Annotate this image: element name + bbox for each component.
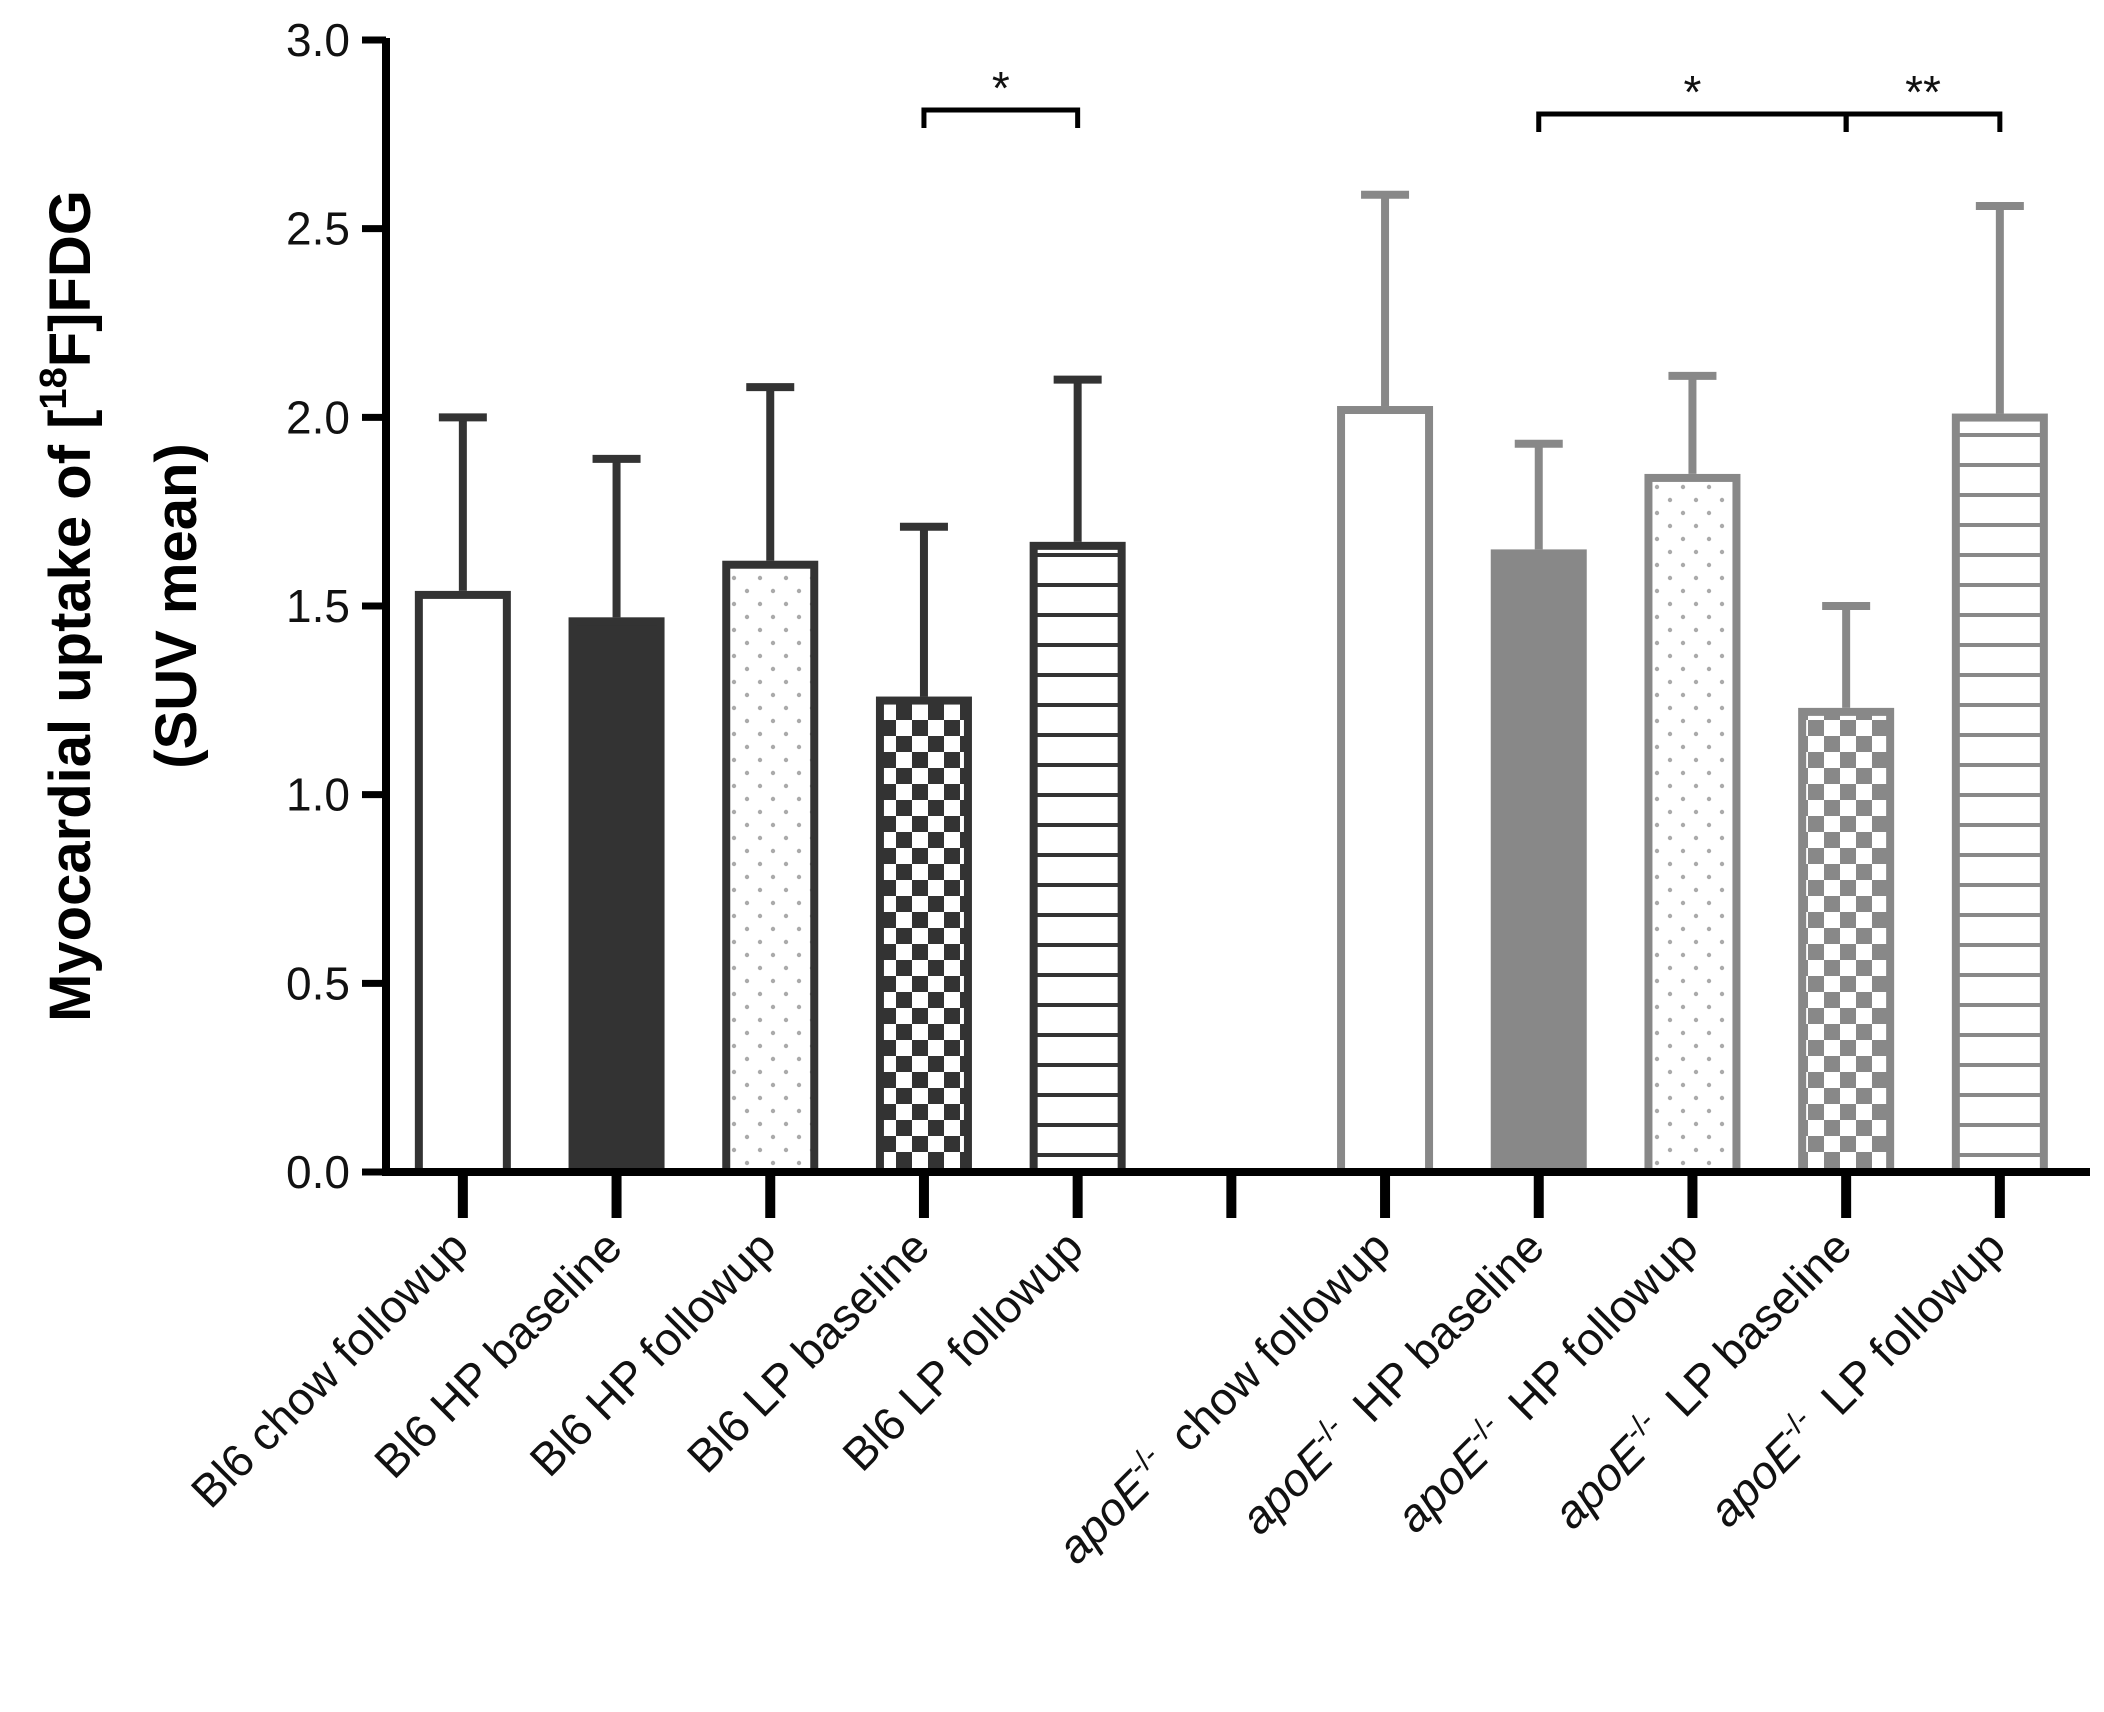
x-category-label: apoE-/- LP baseline — [1542, 1219, 1862, 1539]
y-tick-label: 3.0 — [286, 14, 350, 66]
y-axis-label-line2: (SUV mean) — [144, 443, 209, 769]
bar-bl6-chow-followup — [414, 590, 511, 1176]
bar-apoe-lp-baseline — [1798, 707, 1895, 1176]
y-tick-label: 1.5 — [286, 580, 350, 632]
y-tick-label: 2.0 — [286, 391, 350, 443]
significance-label: * — [1683, 66, 1701, 118]
x-category-label: apoE-/- HP baseline — [1229, 1219, 1554, 1544]
significance-label: * — [992, 62, 1010, 114]
bar-apoe-hp-baseline — [1490, 549, 1587, 1176]
svg-text:apoE-/- HP followup: apoE-/- HP followup — [1384, 1219, 1707, 1542]
x-category-label: apoE-/- HP followup — [1384, 1219, 1708, 1542]
bars-layer — [414, 406, 2048, 1177]
svg-text:apoE-/- LP baseline: apoE-/- LP baseline — [1542, 1219, 1862, 1539]
bar-bl6-hp-followup — [722, 560, 819, 1176]
error-bars-layer — [438, 190, 2024, 708]
bar-apoe-chow-followup — [1337, 406, 1434, 1177]
significance-label: ** — [1905, 66, 1941, 118]
x-category-label: Bl6 chow followup — [181, 1220, 478, 1517]
x-category-label: apoE-/- LP followup — [1697, 1219, 2015, 1537]
svg-text:Bl6 chow followup: Bl6 chow followup — [181, 1220, 478, 1517]
y-tick-label: 1.0 — [286, 769, 350, 821]
axes-layer — [362, 36, 2090, 1218]
significance-bracket — [1843, 111, 2003, 132]
bar-apoe-hp-followup — [1644, 473, 1741, 1176]
bar-bl6-hp-baseline — [568, 617, 665, 1176]
svg-text:apoE-/- LP followup: apoE-/- LP followup — [1697, 1219, 2015, 1537]
bar-bl6-lp-followup — [1029, 541, 1126, 1176]
y-tick-label: 0.0 — [286, 1146, 350, 1198]
y-tick-label: 0.5 — [286, 957, 350, 1009]
y-tick-label: 2.5 — [286, 203, 350, 255]
svg-text:apoE-/- HP baseline: apoE-/- HP baseline — [1229, 1219, 1554, 1544]
y-axis-label-line1: Myocardial uptake of [18F]FDG — [33, 190, 103, 1022]
bar-bl6-lp-baseline — [875, 696, 972, 1176]
significance-bracket — [921, 107, 1081, 128]
bar-apoe-lp-followup — [1951, 413, 2048, 1176]
significance-layer: * * ** — [921, 62, 2003, 132]
